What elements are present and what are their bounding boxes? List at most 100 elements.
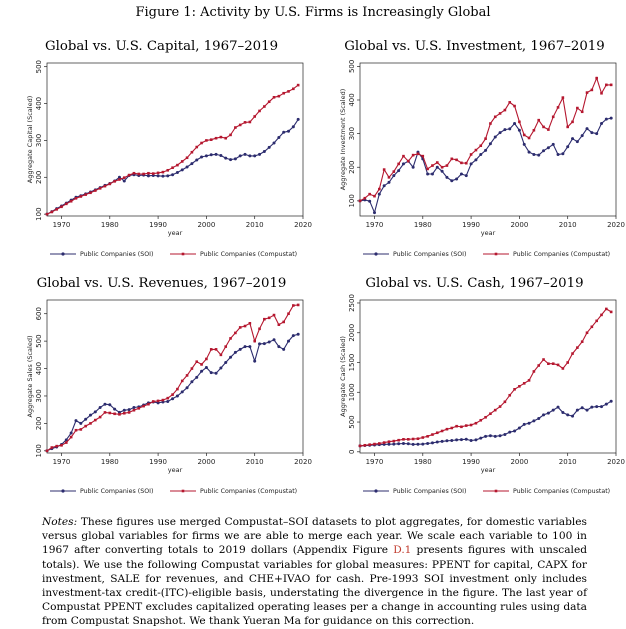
data-point-soi bbox=[411, 165, 415, 169]
data-point-compustat bbox=[166, 168, 170, 172]
data-point-soi bbox=[88, 413, 92, 417]
data-point-soi bbox=[224, 361, 228, 365]
data-point-compustat bbox=[595, 319, 598, 323]
data-point-soi bbox=[595, 132, 599, 136]
data-point-soi bbox=[527, 421, 531, 425]
data-point-compustat bbox=[484, 415, 487, 419]
data-point-compustat bbox=[363, 196, 367, 200]
data-point-soi bbox=[517, 426, 521, 430]
data-point-compustat bbox=[142, 172, 145, 176]
data-point-compustat bbox=[576, 106, 579, 110]
y-tick-label: 500 bbox=[35, 334, 43, 347]
data-point-compustat bbox=[292, 87, 295, 91]
data-point-soi bbox=[122, 408, 126, 412]
data-point-soi bbox=[253, 154, 257, 158]
data-point-compustat bbox=[122, 411, 126, 415]
notes-label: Notes: bbox=[42, 516, 78, 528]
data-point-compustat bbox=[214, 136, 218, 140]
x-axis-title: year bbox=[481, 466, 496, 474]
data-point-soi bbox=[604, 402, 608, 406]
legend-marker-soi bbox=[61, 252, 65, 256]
data-point-soi bbox=[464, 437, 468, 441]
data-point-soi bbox=[445, 439, 449, 443]
notes-figure-reference-link[interactable]: D.1 bbox=[393, 544, 412, 557]
data-point-soi bbox=[248, 345, 252, 349]
data-point-compustat bbox=[556, 363, 560, 367]
data-point-soi bbox=[469, 162, 473, 166]
data-point-soi bbox=[132, 405, 136, 409]
data-point-compustat bbox=[421, 436, 425, 439]
data-point-compustat bbox=[296, 83, 300, 87]
data-point-compustat bbox=[60, 444, 63, 447]
data-point-compustat bbox=[585, 91, 589, 94]
data-point-soi bbox=[224, 156, 228, 160]
data-point-compustat bbox=[166, 396, 170, 400]
data-point-soi bbox=[604, 117, 608, 121]
data-point-compustat bbox=[368, 443, 371, 446]
data-point-compustat bbox=[161, 170, 165, 174]
data-point-soi bbox=[195, 158, 199, 162]
data-point-compustat bbox=[407, 438, 410, 441]
data-point-compustat bbox=[469, 423, 473, 427]
data-point-compustat bbox=[460, 161, 463, 165]
data-point-compustat bbox=[571, 120, 574, 124]
data-point-compustat bbox=[411, 153, 415, 157]
data-point-compustat bbox=[556, 106, 560, 109]
y-tick-label: 400 bbox=[348, 93, 356, 106]
data-point-compustat bbox=[205, 139, 208, 142]
data-point-soi bbox=[450, 179, 454, 183]
data-point-compustat bbox=[551, 362, 555, 366]
x-tick-label: 1980 bbox=[101, 458, 119, 466]
data-point-soi bbox=[517, 128, 521, 132]
legend-label-compustat: Public Companies (Compustat) bbox=[513, 251, 610, 258]
data-point-soi bbox=[479, 152, 483, 156]
data-point-soi bbox=[108, 403, 112, 407]
data-point-soi bbox=[411, 442, 415, 446]
data-point-compustat bbox=[498, 405, 502, 408]
data-point-compustat bbox=[180, 379, 184, 383]
y-tick-label: 300 bbox=[35, 389, 43, 402]
data-point-soi bbox=[296, 332, 300, 336]
y-axis-title: Aggregate Investment (Scaled) bbox=[339, 89, 347, 191]
data-point-soi bbox=[113, 407, 117, 411]
data-point-soi bbox=[296, 117, 300, 121]
data-point-compustat bbox=[69, 435, 73, 439]
y-axis-title: Aggregate Cash (Scaled) bbox=[339, 336, 347, 417]
data-point-compustat bbox=[258, 109, 261, 113]
data-point-soi bbox=[253, 359, 257, 363]
data-point-soi bbox=[185, 165, 189, 169]
data-point-compustat bbox=[50, 446, 54, 449]
data-point-compustat bbox=[358, 444, 362, 448]
data-point-soi bbox=[229, 158, 233, 162]
data-point-compustat bbox=[98, 187, 102, 190]
y-tick-label: 500 bbox=[35, 60, 43, 73]
data-point-soi bbox=[200, 155, 204, 159]
y-tick-label: 100 bbox=[35, 207, 43, 220]
data-point-soi bbox=[546, 146, 550, 150]
data-point-compustat bbox=[238, 326, 242, 329]
data-point-soi bbox=[503, 128, 507, 132]
y-tick-label: 1000 bbox=[348, 383, 356, 401]
data-point-compustat bbox=[151, 172, 155, 175]
data-point-compustat bbox=[171, 393, 174, 396]
data-point-compustat bbox=[258, 327, 261, 331]
data-point-compustat bbox=[609, 83, 613, 87]
data-point-compustat bbox=[118, 413, 121, 416]
data-point-compustat bbox=[50, 210, 54, 214]
data-point-soi bbox=[430, 172, 434, 176]
data-point-compustat bbox=[147, 171, 150, 175]
data-point-soi bbox=[397, 169, 401, 173]
data-point-soi bbox=[387, 180, 391, 184]
data-point-compustat bbox=[392, 170, 396, 173]
data-point-soi bbox=[498, 131, 502, 135]
data-point-compustat bbox=[45, 449, 49, 453]
data-point-compustat bbox=[397, 438, 400, 442]
data-point-compustat bbox=[566, 361, 569, 364]
plot-area bbox=[359, 299, 617, 454]
data-point-compustat bbox=[219, 353, 223, 357]
plot-area bbox=[46, 299, 304, 454]
y-tick-label: 400 bbox=[35, 97, 43, 110]
data-point-compustat bbox=[580, 110, 584, 114]
data-point-compustat bbox=[229, 133, 232, 137]
data-point-compustat bbox=[382, 168, 386, 171]
